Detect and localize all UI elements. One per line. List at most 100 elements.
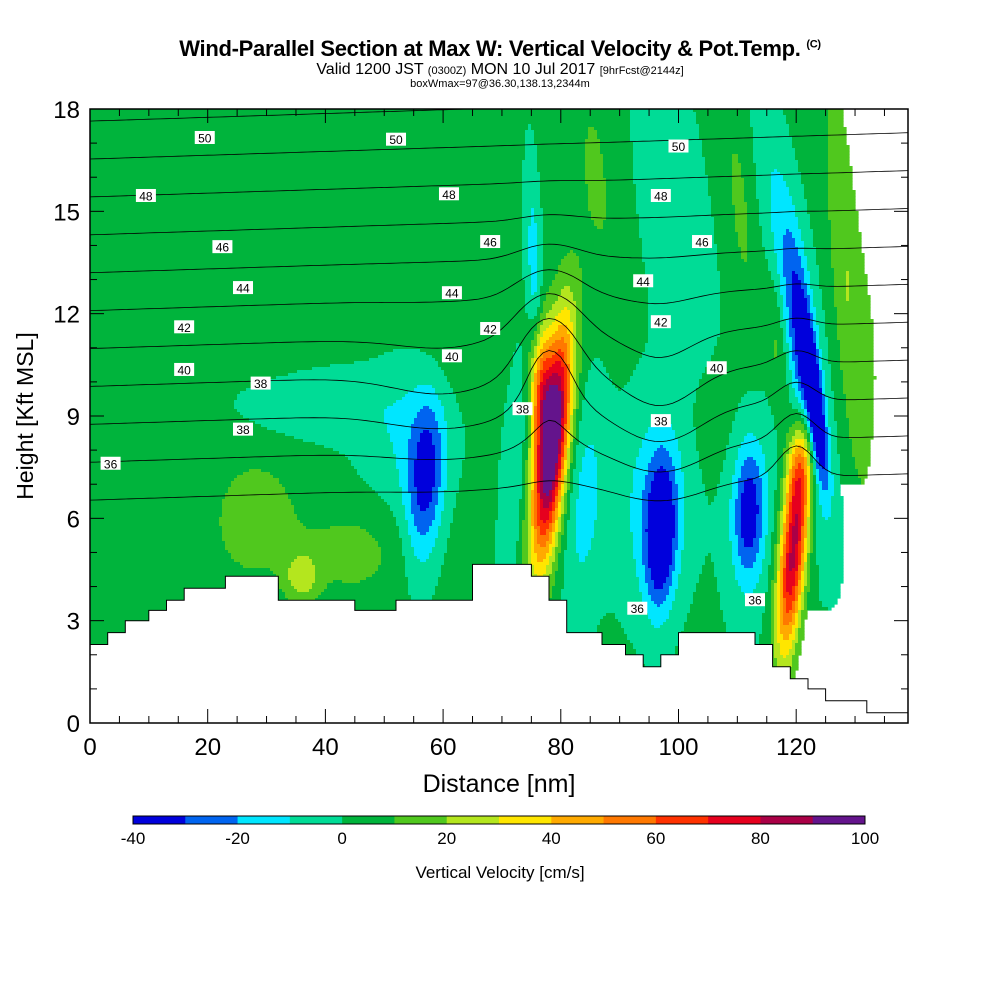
theta-label: 50 <box>389 133 403 147</box>
colorbar-label: Vertical Velocity [cm/s] <box>415 863 585 882</box>
subtitle-date: MON 10 Jul 2017 <box>470 61 596 78</box>
theta-label: 38 <box>236 423 250 437</box>
colorbar-swatch <box>342 816 395 824</box>
theta-label: 40 <box>177 363 191 377</box>
theta-isoline <box>90 208 908 236</box>
theta-label: 40 <box>445 350 459 364</box>
theta-label-bg <box>386 132 407 146</box>
theta-label-bg <box>480 322 501 336</box>
theta-label-bg <box>100 456 121 470</box>
theta-label-bg <box>480 235 501 249</box>
x-tick-label: 40 <box>312 734 339 761</box>
y-tick-label: 18 <box>53 97 80 124</box>
theta-label: 42 <box>177 321 191 335</box>
colorbar-swatch <box>603 816 657 824</box>
theta-label-bg <box>233 281 254 295</box>
theta-isoline <box>90 243 908 274</box>
theta-label-bg <box>135 188 156 202</box>
theta-isoline <box>90 41 908 46</box>
chart-title: Wind-Parallel Section at Max W: Vertical… <box>0 36 1000 62</box>
terrain <box>89 563 909 724</box>
y-tick-label: 0 <box>67 711 80 738</box>
colorbar-swatch <box>708 816 761 824</box>
colorbar-tick-label: 0 <box>337 829 346 848</box>
theta-label-bg <box>212 240 233 254</box>
x-axis-label: Distance [nm] <box>423 770 576 798</box>
theta-label: 48 <box>442 188 456 202</box>
theta-isolines <box>90 41 908 502</box>
colorbar-tick-label: 20 <box>437 829 456 848</box>
theta-isoline <box>90 109 479 122</box>
theta-label-bg <box>668 139 689 153</box>
theta-label-bg <box>441 286 462 300</box>
theta-label: 38 <box>516 403 530 417</box>
colorbar-frame <box>132 815 866 825</box>
colorbar-swatch <box>499 816 552 824</box>
copyright-mark: (C) <box>806 38 821 51</box>
y-tick-label: 9 <box>67 404 80 431</box>
theta-isoline <box>90 318 908 407</box>
theta-label-bg <box>512 402 533 416</box>
y-tick-label: 3 <box>67 609 80 636</box>
theta-label: 42 <box>483 323 497 337</box>
theta-label-bg <box>650 414 671 428</box>
theta-isoline <box>90 269 908 311</box>
colorbar-tick-label: 40 <box>542 829 561 848</box>
theta-label: 46 <box>695 236 709 250</box>
theta-label-bg <box>744 593 765 607</box>
theta-isoline <box>90 445 908 502</box>
x-tick-label: 100 <box>658 734 698 761</box>
colorbar-tick-label: 100 <box>851 829 879 848</box>
colorbar-tick-label: 80 <box>751 829 770 848</box>
subtitle-forecast: [9hrFcst@2144z] <box>599 65 684 77</box>
theta-isoline <box>90 57 908 83</box>
theta-label: 36 <box>631 602 645 616</box>
theta-label-bg <box>250 376 271 390</box>
theta-label-bg <box>706 361 727 375</box>
colorbar-tick-label: -20 <box>225 829 250 848</box>
theta-isoline <box>90 132 908 160</box>
theta-label-bg <box>174 320 195 334</box>
theta-label-bg <box>627 601 648 615</box>
chart-subtitle-2: boxWmax=97@36.30,138.13,2344m <box>410 78 590 90</box>
theta-label: 42 <box>654 316 668 330</box>
theta-label-bg <box>692 235 713 249</box>
colorbar-swatch <box>446 816 500 824</box>
x-tick-label: 120 <box>776 734 816 761</box>
theta-label: 48 <box>654 189 668 203</box>
theta-label-bg <box>441 349 462 363</box>
colorbar-swatch <box>289 816 343 824</box>
theta-label: 38 <box>254 377 268 391</box>
colorbar-swatch <box>237 816 291 824</box>
theta-label: 48 <box>139 189 153 203</box>
theta-label: 44 <box>236 282 250 296</box>
theta-label-bg <box>233 422 254 436</box>
colorbar-swatch <box>185 816 239 824</box>
colorbar-swatch <box>551 816 605 824</box>
theta-label: 36 <box>748 594 762 608</box>
theta-label: 44 <box>445 287 459 301</box>
theta-label: 50 <box>198 131 212 145</box>
theta-label: 46 <box>483 236 497 250</box>
theta-label: 46 <box>216 241 230 255</box>
x-tick-label: 20 <box>194 734 221 761</box>
y-tick-label: 12 <box>53 302 80 329</box>
x-tick-label: 0 <box>83 734 96 761</box>
subtitle-valid: Valid 1200 JST <box>316 61 424 78</box>
theta-isoline <box>90 413 908 473</box>
colorbar-swatch <box>655 816 709 824</box>
theta-label: 36 <box>104 457 118 471</box>
subtitle-utc: (0300Z) <box>427 65 467 77</box>
colorbar-swatch <box>760 816 814 824</box>
theta-label-bg <box>174 362 195 376</box>
colorbar-tick-label: -40 <box>121 829 146 848</box>
chart-title-text: Wind-Parallel Section at Max W: Vertical… <box>179 36 801 61</box>
theta-label: 50 <box>672 140 686 154</box>
y-tick-label: 6 <box>67 506 80 533</box>
x-tick-label: 60 <box>430 734 457 761</box>
y-tick-label: 15 <box>53 199 80 226</box>
chart-subtitle: Valid 1200 JST (0300Z) MON 10 Jul 2017 [… <box>0 61 1000 79</box>
x-tick-label: 80 <box>547 734 574 761</box>
